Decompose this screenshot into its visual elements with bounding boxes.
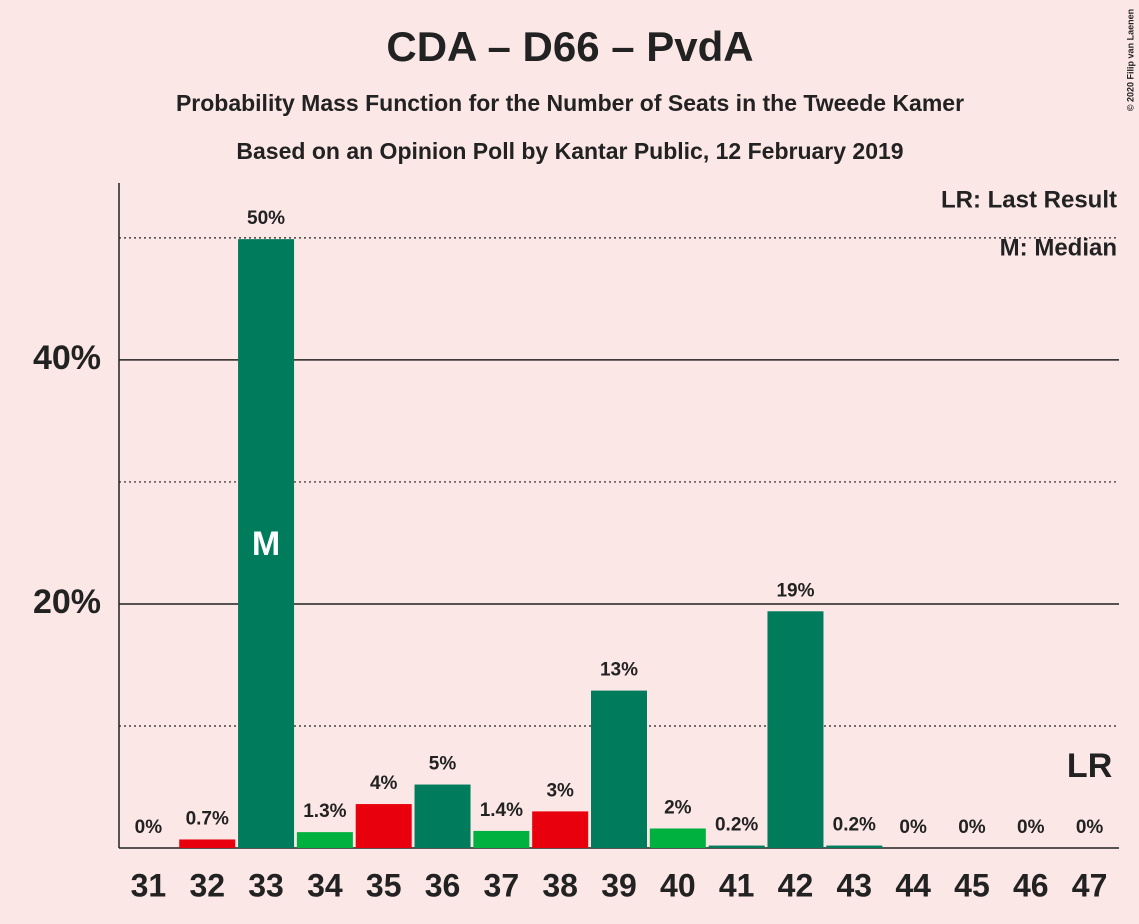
bar [296, 832, 353, 848]
bar [532, 811, 589, 848]
chart-title: CDA – D66 – PvdA [386, 23, 753, 70]
x-tick-label: 31 [131, 867, 167, 903]
value-label: 4% [370, 773, 398, 794]
value-label: 19% [776, 580, 814, 601]
value-label: 13% [600, 660, 638, 681]
bar [238, 239, 295, 849]
value-label: 5% [429, 754, 457, 775]
value-label: 0% [958, 817, 986, 838]
x-tick-label: 43 [836, 867, 872, 903]
y-tick-label: 40% [33, 339, 101, 377]
x-tick-label: 32 [189, 867, 225, 903]
bar [591, 690, 647, 848]
x-tick-label: 37 [484, 867, 520, 903]
x-tick-label: 38 [542, 867, 578, 903]
copyright: © 2020 Filip van Laenen [1125, 9, 1135, 111]
x-tick-label: 40 [660, 867, 696, 903]
bar [355, 804, 412, 848]
bar [767, 611, 824, 848]
bar [179, 839, 236, 848]
value-label: 1.3% [303, 801, 346, 822]
last-result-marker: LR [1067, 747, 1112, 785]
bar [649, 828, 706, 848]
bar [826, 845, 883, 848]
x-tick-label: 47 [1072, 867, 1108, 903]
chart-subtitle: Probability Mass Function for the Number… [176, 90, 964, 116]
x-tick-label: 42 [778, 867, 814, 903]
x-tick-label: 46 [1013, 867, 1049, 903]
value-label: 0.7% [186, 808, 229, 829]
value-label: 50% [247, 208, 285, 229]
value-label: 0% [1017, 817, 1045, 838]
chart-subtitle: Based on an Opinion Poll by Kantar Publi… [236, 138, 903, 164]
x-tick-label: 44 [895, 867, 931, 903]
x-tick-label: 41 [719, 867, 755, 903]
y-tick-label: 20% [33, 583, 101, 621]
x-tick-label: 39 [601, 867, 637, 903]
bar [708, 845, 765, 848]
bar [473, 830, 530, 848]
value-label: 0.2% [715, 815, 758, 836]
x-tick-label: 45 [954, 867, 990, 903]
value-label: 3% [546, 780, 574, 801]
value-label: 0% [1076, 817, 1104, 838]
median-marker: M [252, 525, 280, 563]
value-label: 2% [664, 797, 692, 818]
value-label: 1.4% [480, 800, 523, 821]
x-tick-label: 36 [425, 867, 461, 903]
bar [414, 784, 471, 848]
value-label: 0.2% [833, 815, 876, 836]
legend-entry: LR: Last Result [941, 186, 1117, 213]
x-tick-label: 33 [248, 867, 284, 903]
legend-entry: M: Median [1000, 234, 1117, 261]
value-label: 0% [135, 817, 163, 838]
x-tick-label: 34 [307, 867, 343, 903]
x-tick-label: 35 [366, 867, 402, 903]
value-label: 0% [899, 817, 927, 838]
